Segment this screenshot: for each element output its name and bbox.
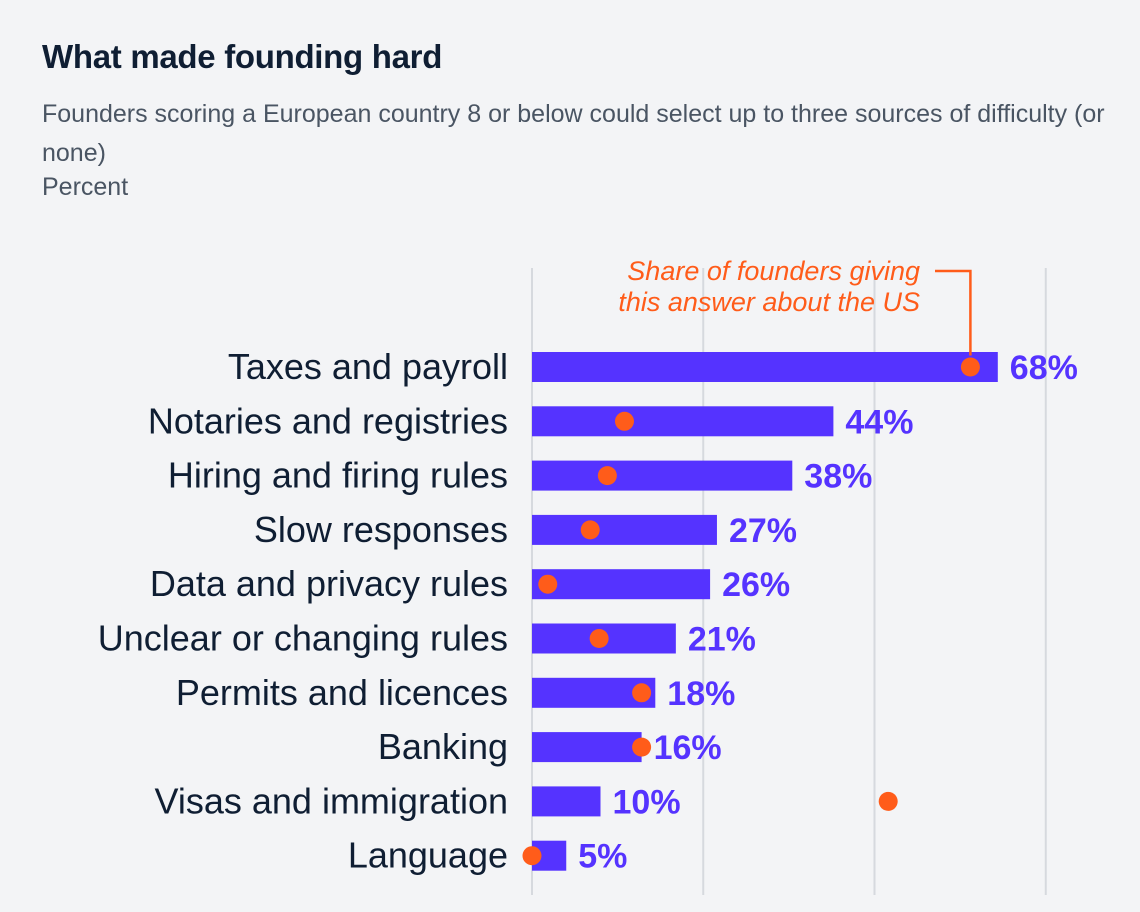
us-dots — [522, 357, 980, 866]
value-label: 10% — [613, 783, 681, 821]
category-label: Hiring and firing rules — [168, 455, 508, 496]
us-dot — [589, 629, 609, 648]
value-label: 16% — [654, 729, 722, 767]
chart-subtitle: Founders scoring a European country 8 or… — [42, 100, 1105, 167]
us-dot — [614, 411, 634, 431]
bar — [532, 732, 642, 763]
chart-title: What made founding hard — [42, 38, 443, 75]
value-label: 18% — [667, 675, 735, 713]
value-label: 5% — [578, 838, 627, 876]
value-label: 68% — [1010, 349, 1078, 387]
category-label: Slow responses — [254, 509, 508, 550]
category-label: Unclear or changing rules — [98, 618, 508, 659]
us-dot — [597, 466, 617, 486]
category-label: Permits and licences — [176, 672, 508, 713]
category-label: Data and privacy rules — [150, 563, 508, 604]
category-label: Language — [348, 835, 508, 876]
value-label: 27% — [729, 512, 797, 550]
category-label: Taxes and payroll — [228, 346, 508, 387]
value-label: 38% — [804, 458, 872, 496]
chart-unit: Percent — [42, 173, 129, 201]
value-label: 26% — [722, 566, 790, 604]
us-dot — [522, 846, 542, 866]
annotation-leader-line — [935, 269, 972, 356]
us-dot — [580, 520, 600, 540]
category-label: Notaries and registries — [148, 400, 508, 441]
bar — [532, 514, 717, 545]
value-label: 21% — [688, 621, 756, 659]
us-dot — [878, 791, 898, 811]
annotation-text-line-1: Share of founders giving — [627, 256, 920, 286]
annotation: Share of founders giving this answer abo… — [618, 256, 972, 356]
category-label: Banking — [378, 726, 508, 767]
bar — [532, 406, 834, 437]
category-label: Visas and immigration — [155, 780, 509, 821]
bars — [532, 352, 998, 871]
category-labels: Taxes and payroll Notaries and registries… — [98, 346, 508, 876]
us-dot — [632, 683, 652, 703]
bar — [532, 460, 793, 491]
value-labels: 68% 44% 38%27% 26% 21% 18% 16% 10% 5% — [578, 349, 1078, 876]
bar — [532, 352, 998, 382]
bar — [532, 569, 711, 600]
value-label: 44% — [845, 403, 913, 441]
us-dot — [960, 357, 980, 377]
us-dot — [632, 737, 652, 757]
bar — [532, 786, 601, 817]
annotation-text-line-2: this answer about the US — [618, 287, 920, 317]
us-dot — [538, 574, 558, 594]
